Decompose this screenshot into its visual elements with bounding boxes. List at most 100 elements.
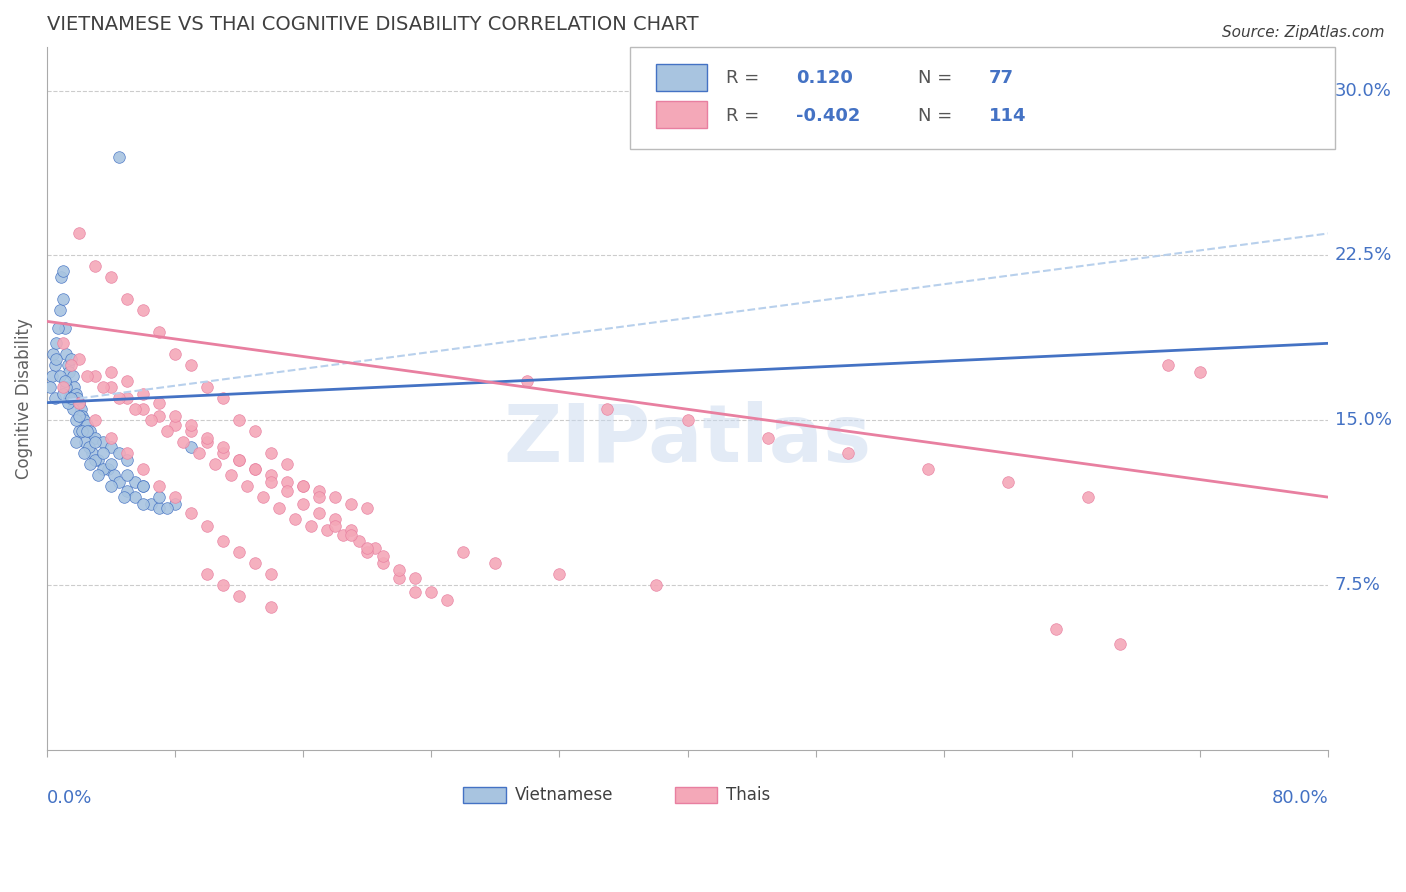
Point (276, 483, 298, 498)
Point (212, 391, 235, 405)
Point (97, 461, 120, 475)
FancyBboxPatch shape (630, 46, 1334, 149)
Point (420, 584, 443, 599)
Point (260, 600, 283, 615)
Point (70, 409, 93, 423)
Point (63, 380, 86, 394)
Point (45, 351, 67, 366)
Text: Thais: Thais (725, 786, 770, 804)
Point (76, 417, 98, 432)
Point (132, 497, 155, 511)
Point (260, 446, 283, 460)
Point (180, 424, 202, 438)
Point (172, 435, 194, 450)
Text: 0.120: 0.120 (796, 70, 853, 87)
Point (84, 413, 107, 427)
Point (212, 578, 235, 592)
Text: R =: R = (725, 70, 759, 87)
Point (87, 452, 110, 467)
Point (67, 351, 90, 366)
Text: Source: ZipAtlas.com: Source: ZipAtlas.com (1222, 25, 1385, 40)
Point (124, 475, 146, 489)
Text: 7.5%: 7.5% (1334, 576, 1381, 594)
Y-axis label: Cognitive Disability: Cognitive Disability (15, 318, 32, 479)
Point (103, 468, 125, 483)
Point (204, 457, 226, 471)
Point (108, 149, 131, 163)
Point (65, 387, 87, 401)
Point (356, 545, 378, 559)
Point (373, 549, 395, 564)
Point (45, 336, 67, 351)
Text: VIETNAMESE VS THAI COGNITIVE DISABILITY CORRELATION CHART: VIETNAMESE VS THAI COGNITIVE DISABILITY … (46, 15, 699, 34)
Point (228, 589, 250, 603)
Point (180, 417, 202, 432)
Point (46, 321, 69, 335)
Point (65, 413, 87, 427)
Point (299, 518, 322, 533)
Point (79, 457, 101, 471)
Text: -0.402: -0.402 (796, 106, 860, 125)
Point (340, 527, 363, 541)
Point (364, 541, 387, 555)
Point (67, 424, 90, 438)
Point (837, 446, 859, 460)
Text: N =: N = (918, 70, 952, 87)
Point (53, 321, 76, 335)
Point (260, 475, 283, 489)
Point (44, 391, 66, 405)
Point (139, 497, 162, 511)
Point (100, 431, 122, 445)
Point (91, 446, 114, 460)
Point (108, 391, 131, 405)
Point (347, 534, 370, 549)
Point (308, 490, 330, 504)
Point (163, 490, 186, 504)
Point (596, 402, 619, 417)
Point (76, 369, 98, 384)
Point (269, 501, 291, 516)
Point (84, 452, 107, 467)
Point (100, 457, 122, 471)
Point (148, 490, 170, 504)
Point (84, 435, 107, 450)
Point (112, 490, 135, 504)
Point (236, 479, 259, 493)
Point (195, 380, 218, 394)
Point (66, 391, 89, 405)
Point (91, 435, 114, 450)
Point (67, 395, 90, 409)
Point (58, 365, 80, 379)
Point (91, 461, 114, 475)
Point (53, 374, 76, 388)
Point (79, 424, 101, 438)
Point (67, 395, 90, 409)
Point (59, 391, 82, 405)
Point (148, 326, 170, 340)
Point (373, 556, 395, 570)
Point (52, 293, 75, 307)
Point (108, 446, 131, 460)
Point (163, 409, 186, 423)
Point (1189, 365, 1212, 379)
Point (1077, 490, 1099, 504)
Point (243, 461, 266, 475)
Point (75, 435, 97, 450)
Point (356, 501, 378, 516)
Point (180, 440, 202, 454)
Point (195, 567, 218, 582)
Point (132, 303, 155, 318)
Point (292, 479, 315, 493)
Point (243, 461, 266, 475)
Point (84, 260, 107, 274)
Point (1045, 622, 1067, 636)
Point (41, 369, 63, 384)
Point (453, 545, 475, 559)
Point (55, 380, 77, 394)
Text: R =: R = (725, 106, 759, 125)
Point (69, 402, 91, 417)
Point (228, 452, 250, 467)
Text: ZIPatlas: ZIPatlas (503, 401, 872, 480)
Point (84, 431, 107, 445)
Point (917, 461, 939, 475)
